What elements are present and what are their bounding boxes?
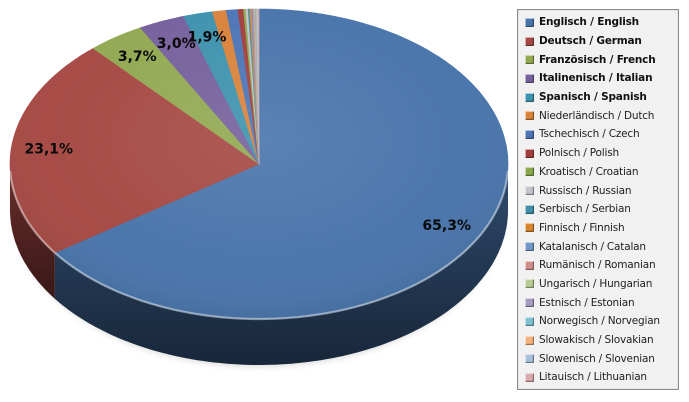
legend-marker-icon	[525, 204, 534, 214]
legend-item-spanish[interactable]: Spanisch / Spanish	[525, 88, 678, 107]
legend-marker-icon	[525, 167, 534, 177]
legend-marker-icon	[525, 372, 534, 382]
legend-item-romanian[interactable]: Rumänisch / Romanian	[525, 256, 678, 275]
legend-item-label: Rumänisch / Romanian	[539, 259, 656, 272]
legend-item-label: Deutsch / German	[539, 35, 642, 48]
legend-item-hungarian[interactable]: Ungarisch / Hungarian	[525, 275, 678, 294]
legend-marker-icon	[525, 298, 534, 308]
legend-item-label: Italinenisch / Italian	[539, 72, 653, 85]
legend-marker-icon	[525, 260, 534, 270]
legend-item-russian[interactable]: Russisch / Russian	[525, 181, 678, 200]
legend-marker-icon	[525, 17, 534, 27]
legend-item-label: Estnisch / Estonian	[539, 296, 635, 309]
legend-marker-icon	[525, 335, 534, 345]
legend-marker-icon	[525, 148, 534, 158]
legend-item-label: Russisch / Russian	[539, 184, 632, 197]
legend-item-label: Serbisch / Serbian	[539, 203, 631, 216]
data-label-italian: 3,0%	[157, 36, 196, 52]
legend-item-label: Slowenisch / Slovenian	[539, 352, 655, 365]
legend-marker-icon	[525, 129, 534, 139]
legend-item-lithuanian[interactable]: Litauisch / Lithuanian	[525, 368, 678, 387]
legend-item-label: Litauisch / Lithuanian	[539, 371, 647, 384]
legend-item-french[interactable]: Französisch / French	[525, 50, 678, 69]
legend-item-label: Polnisch / Polish	[539, 147, 619, 160]
legend-item-czech[interactable]: Tschechisch / Czech	[525, 125, 678, 144]
legend-item-slovakian[interactable]: Slowakisch / Slovakian	[525, 331, 678, 350]
legend-item-finnish[interactable]: Finnisch / Finnish	[525, 219, 678, 238]
legend-item-serbian[interactable]: Serbisch / Serbian	[525, 200, 678, 219]
legend-marker-icon	[525, 186, 534, 196]
legend-item-label: Niederländisch / Dutch	[539, 109, 655, 122]
legend-marker-icon	[525, 73, 534, 83]
legend-item-italian[interactable]: Italinenisch / Italian	[525, 69, 678, 88]
legend-marker-icon	[525, 111, 534, 121]
legend-marker-icon	[525, 92, 534, 102]
legend-item-label: Kroatisch / Croatian	[539, 165, 639, 178]
legend-item-label: Norwegisch / Norvegian	[539, 315, 660, 328]
legend-item-label: Ungarisch / Hungarian	[539, 277, 653, 290]
legend-item-label: Englisch / English	[539, 16, 639, 29]
legend-item-catalan[interactable]: Katalanisch / Catalan	[525, 237, 678, 256]
legend-marker-icon	[525, 316, 534, 326]
legend-item-croatian[interactable]: Kroatisch / Croatian	[525, 163, 678, 182]
legend-item-label: Katalanisch / Catalan	[539, 240, 646, 253]
data-label-english: 65,3%	[422, 218, 471, 234]
pie-chart: 65,3% 23,1% 3,7%3,0%1,9%	[9, 8, 509, 367]
legend-item-norvegian[interactable]: Norwegisch / Norvegian	[525, 312, 678, 331]
legend-marker-icon	[525, 223, 534, 233]
data-label-german: 23,1%	[25, 142, 74, 158]
legend: Englisch / English Deutsch / German Franzö…	[517, 9, 679, 390]
legend-item-label: Französisch / French	[539, 53, 656, 66]
legend-item-german[interactable]: Deutsch / German	[525, 32, 678, 51]
legend-marker-icon	[525, 242, 534, 252]
legend-marker-icon	[525, 279, 534, 289]
legend-item-slovenian[interactable]: Slowenisch / Slovenian	[525, 349, 678, 368]
data-label-french: 3,7%	[118, 49, 157, 65]
legend-marker-icon	[525, 55, 534, 65]
legend-item-label: Spanisch / Spanish	[539, 91, 647, 104]
legend-marker-icon	[525, 36, 534, 46]
data-label-spanish: 1,9%	[188, 29, 227, 45]
legend-item-dutch[interactable]: Niederländisch / Dutch	[525, 106, 678, 125]
legend-item-english[interactable]: Englisch / English	[525, 13, 678, 32]
legend-item-estonian[interactable]: Estnisch / Estonian	[525, 293, 678, 312]
legend-item-label: Slowakisch / Slovakian	[539, 334, 654, 347]
legend-item-label: Tschechisch / Czech	[539, 128, 640, 141]
legend-marker-icon	[525, 354, 534, 364]
legend-item-label: Finnisch / Finnish	[539, 221, 625, 234]
legend-item-polish[interactable]: Polnisch / Polish	[525, 144, 678, 163]
